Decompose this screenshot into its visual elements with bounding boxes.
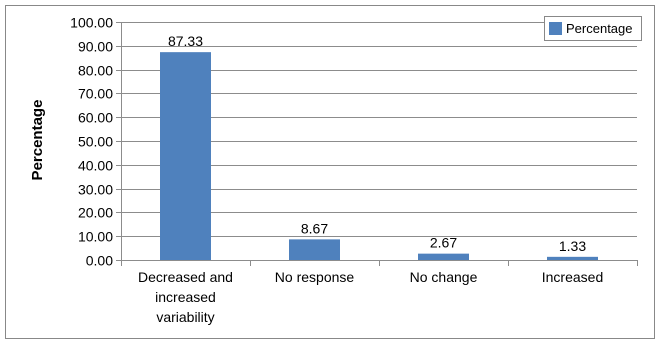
legend: Percentage [544, 16, 642, 41]
y-tick-label: 20.00 [78, 205, 113, 221]
y-tick-label: 0.00 [86, 253, 113, 269]
x-category-label: Increased [542, 269, 603, 285]
x-category-label: No response [275, 269, 355, 285]
legend-swatch [549, 22, 562, 35]
y-tick-label: 40.00 [78, 158, 113, 174]
y-tick-label: 100.00 [70, 15, 113, 31]
data-label: 87.33 [168, 33, 203, 49]
bar [289, 239, 340, 260]
data-label: 8.67 [301, 220, 328, 236]
y-tick-label: 30.00 [78, 182, 113, 198]
legend-entry: Percentage [566, 21, 633, 36]
bar [418, 253, 469, 260]
x-category-label: Decreased and [138, 269, 233, 285]
y-tick-label: 70.00 [78, 86, 113, 102]
chart-border [5, 5, 655, 339]
axes [116, 22, 638, 266]
y-tick-label: 80.00 [78, 63, 113, 79]
data-label: 1.33 [559, 238, 586, 254]
data-label: 2.67 [430, 235, 457, 251]
y-axis-title: Percentage [29, 100, 46, 181]
y-tick-label: 90.00 [78, 39, 113, 55]
x-category-label: No change [410, 269, 478, 285]
y-tick-label: 10.00 [78, 229, 113, 245]
x-category-label: increased [155, 289, 216, 305]
bar [547, 256, 598, 260]
y-tick-label: 60.00 [78, 110, 113, 126]
bar [160, 52, 211, 260]
bars [160, 52, 598, 260]
labels: 0.00 10.00 20.00 30.00 40.00 50.00 60.00 70.00 8… [70, 15, 603, 326]
x-category-label: variability [156, 309, 214, 325]
y-tick-label: 50.00 [78, 134, 113, 150]
